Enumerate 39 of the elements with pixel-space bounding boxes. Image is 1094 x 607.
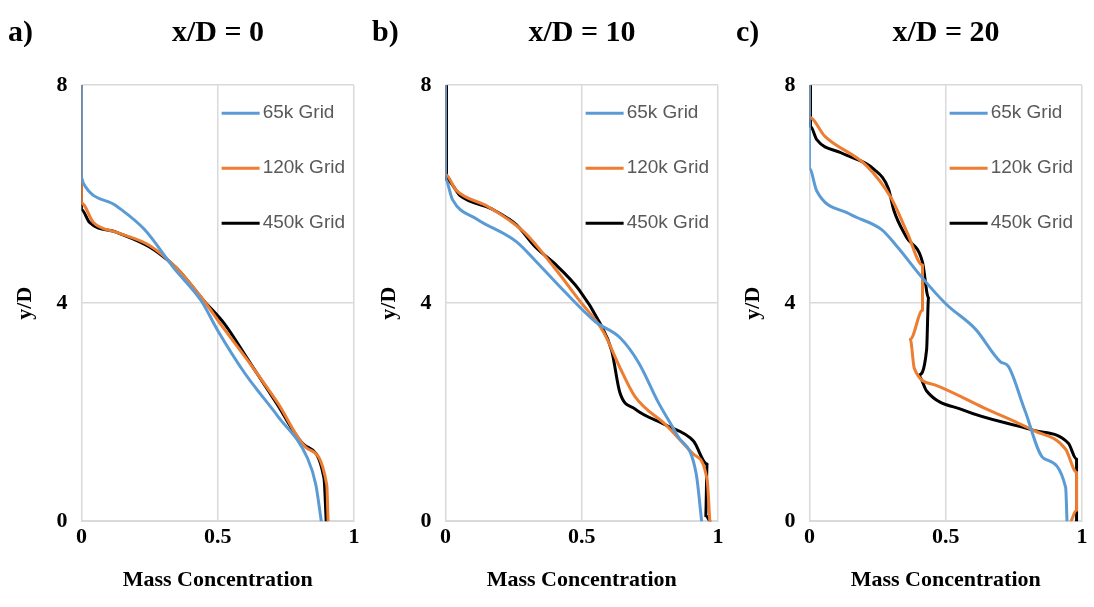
y-tick-label: 0 [420,506,432,532]
legend-label: 120k Grid [626,156,709,178]
y-tick-label: 0 [56,506,68,532]
chart-title: x/D = 0 [170,14,266,48]
y-tick-label: 0 [784,506,796,532]
chart-title: x/D = 20 [891,14,1001,48]
legend-label: 65k Grid [626,101,699,123]
chart-title: x/D = 10 [527,14,637,48]
y-tick-label: 8 [784,70,796,96]
x-tick-label: 0.5 [203,523,232,549]
x-axis-title: Mass Concentration [850,566,1041,592]
x-tick-label: 0.5 [567,523,596,549]
legend-label: 450k Grid [262,211,345,233]
legend-label: 450k Grid [626,211,709,233]
y-tick-label: 8 [420,70,432,96]
legend-label: 65k Grid [262,101,335,123]
y-axis-title: y/D [10,286,36,320]
legend-label: 65k Grid [990,101,1063,123]
legend-label: 120k Grid [262,156,345,178]
x-tick-label: 0 [75,523,87,549]
text: c) [736,14,760,48]
x-tick-label: 0.5 [931,523,960,549]
y-axis-title: y/D [374,286,400,320]
x-tick-label: 1 [712,523,724,549]
y-axis-title: y/D [738,286,764,320]
legend-label: 450k Grid [990,211,1073,233]
x-tick-label: 0 [439,523,451,549]
y-tick-label: 8 [56,70,68,96]
text: a) [8,14,33,48]
y-tick-label: 4 [420,288,432,314]
legend-label: 120k Grid [990,156,1073,178]
x-tick-label: 1 [1076,523,1088,549]
text: b) [372,14,399,48]
x-axis-title: Mass Concentration [122,566,313,592]
x-axis-title: Mass Concentration [486,566,677,592]
y-tick-label: 4 [56,288,68,314]
y-tick-label: 4 [784,288,796,314]
x-tick-label: 0 [803,523,815,549]
x-tick-label: 1 [348,523,360,549]
